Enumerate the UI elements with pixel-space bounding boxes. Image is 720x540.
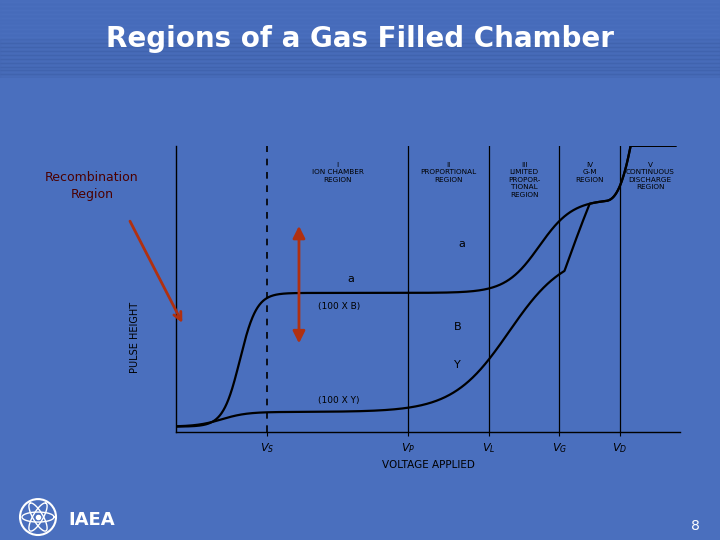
Text: Y: Y [454, 360, 460, 370]
Bar [0, 28, 720, 31]
Text: I
ION CHAMBER
REGION: I ION CHAMBER REGION [312, 162, 364, 183]
Text: B: B [454, 322, 462, 332]
Text: (100 X Y): (100 X Y) [318, 396, 359, 404]
Bar [0, 75, 720, 78]
Bar [0, 19, 720, 23]
Text: V
CONTINUOUS
DISCHARGE
REGION: V CONTINUOUS DISCHARGE REGION [626, 162, 675, 190]
Bar [0, 43, 720, 47]
Bar [0, 0, 720, 4]
X-axis label: VOLTAGE APPLIED: VOLTAGE APPLIED [382, 461, 474, 470]
Text: PULSE HEIGHT: PULSE HEIGHT [130, 302, 140, 373]
Text: a: a [459, 239, 466, 249]
Bar [0, 63, 720, 66]
Bar [0, 12, 720, 16]
Bar [0, 4, 720, 8]
Text: 8: 8 [691, 519, 700, 533]
Bar [0, 35, 720, 39]
Text: Recombination
Region: Recombination Region [45, 171, 139, 201]
Bar [0, 47, 720, 51]
Text: (100 X B): (100 X B) [318, 302, 360, 311]
Text: Regions of a Gas Filled Chamber: Regions of a Gas Filled Chamber [106, 25, 614, 53]
Text: III
LIMITED
PROPOR-
TIONAL
REGION: III LIMITED PROPOR- TIONAL REGION [508, 162, 540, 198]
Bar [0, 55, 720, 59]
Bar [0, 31, 720, 35]
Bar [0, 16, 720, 19]
Bar [0, 8, 720, 12]
Bar [0, 23, 720, 28]
Text: IV
G-M
REGION: IV G-M REGION [575, 162, 604, 183]
Bar [0, 51, 720, 55]
Bar [0, 39, 720, 43]
Bar [0, 66, 720, 71]
Text: a: a [348, 274, 355, 284]
Bar [0, 59, 720, 63]
Text: IAEA: IAEA [68, 511, 114, 529]
Text: II
PROPORTIONAL
REGION: II PROPORTIONAL REGION [420, 162, 477, 183]
Bar [0, 70, 720, 75]
